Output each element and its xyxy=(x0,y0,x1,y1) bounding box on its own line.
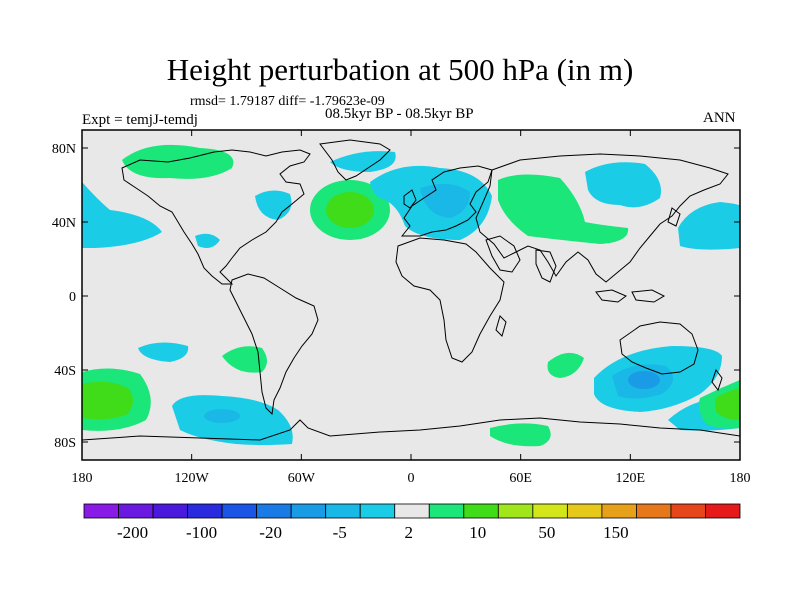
anomaly-cyan-south-pacific xyxy=(138,342,189,362)
colorbar-swatch xyxy=(566,503,603,519)
coast-antarctica xyxy=(82,417,740,441)
colorbar-swatch xyxy=(256,503,292,519)
coast-indonesia xyxy=(595,289,666,303)
lon-tick-label: 60E xyxy=(509,471,532,486)
colorbar-swatch xyxy=(118,503,154,519)
colorbar-label: 2 xyxy=(404,523,413,542)
coast-india xyxy=(535,249,557,283)
stats-label: rmsd= 1.79187 diff= -1.79623e-09 xyxy=(190,94,385,109)
colorbar-swatch xyxy=(325,503,361,519)
anomaly-cyan-west-edge xyxy=(82,182,162,248)
coast-britain xyxy=(403,189,417,209)
colorbar: -200 -100 -20 -5 2 10 50 150 xyxy=(83,503,741,542)
colorbar-label: -100 xyxy=(186,523,217,542)
colorbar-label: 150 xyxy=(603,523,629,542)
coastlines xyxy=(82,139,740,441)
anomaly-cyan-gulf xyxy=(195,233,220,248)
colorbar-swatch xyxy=(83,503,119,519)
colorbar-label: 50 xyxy=(538,523,555,542)
coast-australia xyxy=(619,321,699,375)
map-ticks: 80N 40N 0 40S 80S 180 120W 60W 0 60E 120E 180 xyxy=(52,130,751,486)
colorbar-swatch xyxy=(187,503,223,519)
coast-south-america xyxy=(229,273,319,416)
colorbar-label: -20 xyxy=(259,523,282,542)
experiment-label: Expt = temjJ-temdj xyxy=(82,112,198,128)
lat-tick-label: 40N xyxy=(52,216,76,231)
anomaly-green-pacific-small xyxy=(222,346,267,373)
lon-tick-label: 60W xyxy=(288,471,316,486)
lon-tick-label: 180 xyxy=(730,471,751,486)
colorbar-label: -200 xyxy=(117,523,148,542)
colorbar-swatch xyxy=(601,503,637,519)
lat-tick-label: 0 xyxy=(69,290,76,305)
colorbar-swatch xyxy=(221,503,258,519)
lon-tick-label: 0 xyxy=(408,471,415,486)
colorbar-swatch xyxy=(705,503,741,519)
coast-arabia xyxy=(485,235,521,273)
lat-tick-label: 80N xyxy=(52,142,76,157)
coast-north-america xyxy=(121,149,311,285)
anomaly-green-southeast-core xyxy=(715,388,740,420)
colorbar-swatch xyxy=(497,503,534,519)
coast-japan xyxy=(667,207,681,227)
anomaly-green-southwest-core xyxy=(82,381,133,420)
season-label: ANN xyxy=(703,110,736,126)
anomaly-cyan-east-edge xyxy=(678,202,740,250)
anomaly-cyan-greenland-sea xyxy=(330,151,396,172)
colorbar-swatch xyxy=(463,503,499,519)
lon-tick-label: 120W xyxy=(175,471,210,486)
colorbar-swatch xyxy=(670,503,706,519)
colorbar-swatch xyxy=(359,503,396,519)
anomaly-cyan-northamerica xyxy=(255,190,292,220)
period-label: 08.5kyr BP - 08.5kyr BP xyxy=(325,106,474,122)
anomaly-blue-southern-ocean xyxy=(204,409,240,423)
anomaly-green-northwest xyxy=(122,144,234,179)
colorbar-label: 10 xyxy=(469,523,486,542)
coast-madagascar xyxy=(495,315,507,337)
colorbar-swatch xyxy=(394,503,430,519)
anomaly-cyan-north-asia xyxy=(585,162,661,208)
perturbation-field xyxy=(82,144,740,447)
lon-tick-label: 180 xyxy=(72,471,93,486)
lat-tick-label: 40S xyxy=(54,364,76,379)
anomaly-green-central-asia xyxy=(498,174,629,244)
anomaly-darkblue-australia xyxy=(628,371,660,389)
coast-greenland xyxy=(319,139,391,181)
colorbar-swatch xyxy=(428,503,465,519)
anomaly-green-antarctic xyxy=(490,423,551,447)
coast-africa xyxy=(395,237,505,363)
lon-tick-label: 120E xyxy=(616,471,646,486)
colorbar-swatch xyxy=(152,503,188,519)
colorbar-label: -5 xyxy=(333,523,347,542)
colorbar-swatch xyxy=(290,503,327,519)
colorbar-swatch xyxy=(636,503,672,519)
coast-asia xyxy=(475,153,729,283)
map-title: Height perturbation at 500 hPa (in m) xyxy=(166,52,634,87)
coast-new-zealand xyxy=(711,368,723,392)
colorbar-swatch xyxy=(532,503,568,519)
lat-tick-label: 80S xyxy=(54,436,76,451)
anomaly-green-north-atlantic-core xyxy=(326,192,374,228)
anomaly-green-indian-ocean xyxy=(547,352,584,378)
